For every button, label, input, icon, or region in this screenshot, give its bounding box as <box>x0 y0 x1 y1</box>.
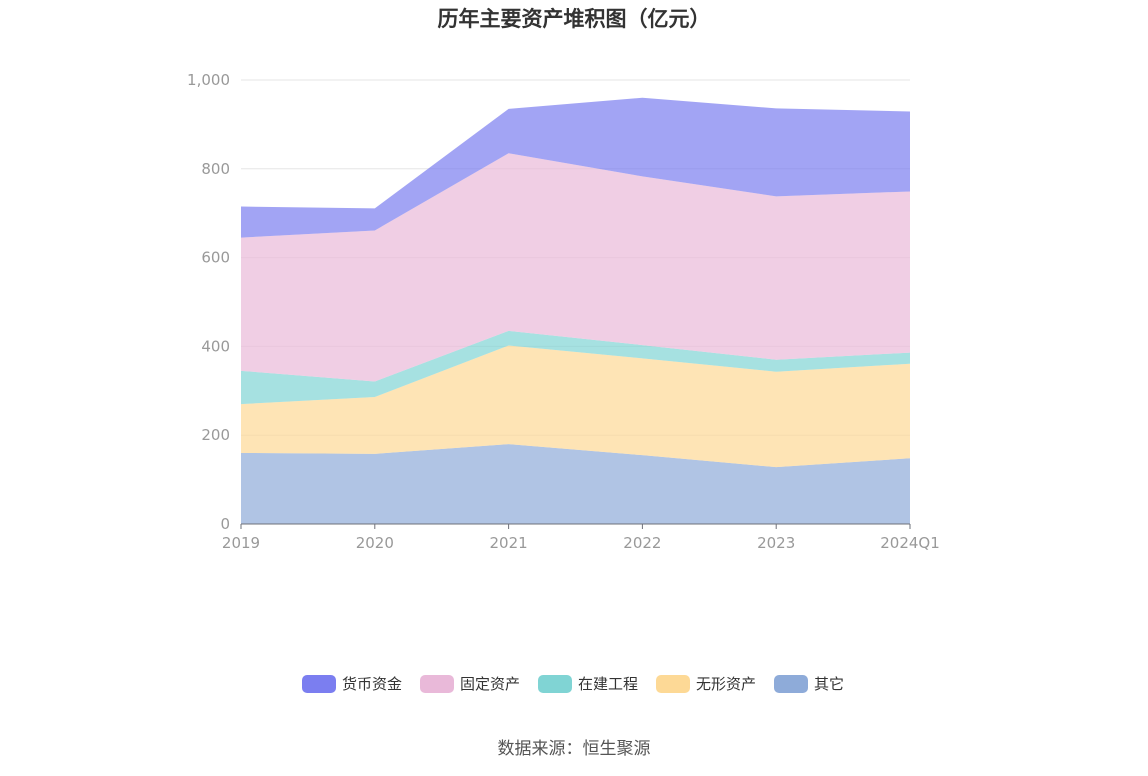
y-tick-label: 400 <box>201 337 230 355</box>
chart-title: 历年主要资产堆积图（亿元） <box>438 7 711 31</box>
legend-swatch <box>420 675 454 693</box>
legend-label: 货币资金 <box>342 675 402 693</box>
legend-label: 固定资产 <box>460 675 520 693</box>
legend-item-货币资金[interactable]: 货币资金 <box>302 675 402 693</box>
legend-item-在建工程[interactable]: 在建工程 <box>538 675 638 693</box>
y-tick-label: 0 <box>220 515 230 533</box>
x-tick-label: 2023 <box>757 534 795 552</box>
y-tick-label: 200 <box>201 426 230 444</box>
legend-item-其它[interactable]: 其它 <box>774 675 844 693</box>
area-series-无形资产 <box>241 345 910 468</box>
y-tick-label: 800 <box>201 160 230 178</box>
y-tick-label: 600 <box>201 249 230 267</box>
legend-swatch <box>656 675 690 693</box>
x-tick-label: 2020 <box>356 534 394 552</box>
area-series-固定资产 <box>241 153 910 382</box>
legend-item-固定资产[interactable]: 固定资产 <box>420 675 520 693</box>
legend-swatch <box>302 675 336 693</box>
legend: 货币资金 固定资产 在建工程 无形资产 其它 <box>302 675 844 693</box>
area-series-其它 <box>241 444 910 524</box>
legend-item-无形资产[interactable]: 无形资产 <box>656 675 756 693</box>
area-series-货币资金 <box>241 97 910 238</box>
area-series-在建工程 <box>241 330 910 405</box>
legend-label: 其它 <box>814 675 844 693</box>
legend-label: 在建工程 <box>578 675 638 693</box>
area-series <box>241 97 910 524</box>
x-tick-label: 2019 <box>222 534 260 552</box>
legend-swatch <box>774 675 808 693</box>
y-tick-label: 1,000 <box>187 71 230 89</box>
axes: 0 200 400 600 800 1,000 2019 2020 2021 2022 2023 20… <box>187 71 940 552</box>
x-tick-label: 2024Q1 <box>880 534 940 552</box>
source-note: 数据来源：恒生聚源 <box>498 739 651 759</box>
legend-swatch <box>538 675 572 693</box>
x-tick-label: 2022 <box>623 534 661 552</box>
x-tick-label: 2021 <box>490 534 528 552</box>
legend-label: 无形资产 <box>696 675 756 693</box>
